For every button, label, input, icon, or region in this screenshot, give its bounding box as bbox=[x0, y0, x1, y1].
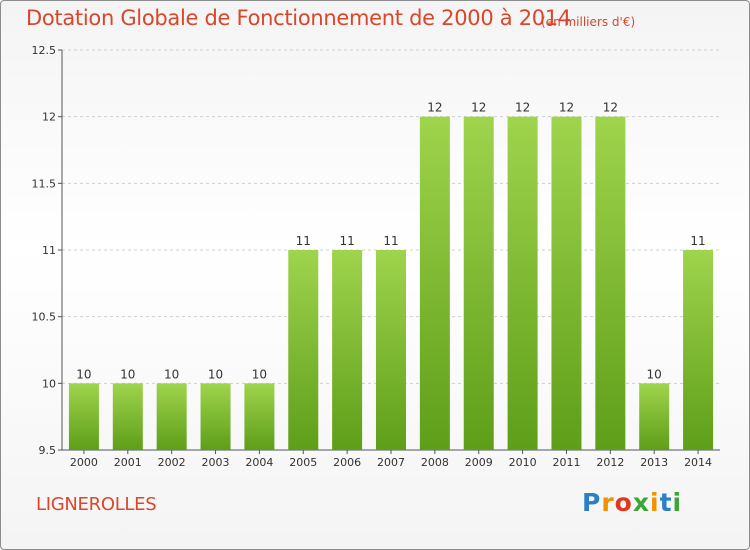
bar-2006 bbox=[332, 250, 363, 450]
logo-letter: o bbox=[614, 488, 633, 517]
y-tick-label: 11 bbox=[42, 244, 56, 257]
logo-letter: i bbox=[650, 488, 660, 517]
x-tick-label: 2007 bbox=[377, 456, 405, 469]
y-tick-label: 12 bbox=[42, 111, 56, 124]
bar-value-label: 12 bbox=[427, 101, 442, 115]
x-tick-label: 2004 bbox=[245, 456, 273, 469]
x-tick-label: 2008 bbox=[421, 456, 449, 469]
bar-value-label: 12 bbox=[471, 101, 486, 115]
bar-2013 bbox=[639, 383, 670, 450]
y-tick-label: 10.5 bbox=[32, 311, 57, 324]
bar-value-label: 10 bbox=[208, 367, 223, 381]
bar-value-label: 12 bbox=[559, 101, 574, 115]
x-tick-label: 2006 bbox=[333, 456, 361, 469]
x-tick-label: 2010 bbox=[509, 456, 537, 469]
bar-2009 bbox=[463, 116, 494, 451]
logo-letter: t bbox=[659, 488, 673, 517]
commune-name: LIGNEROLLES bbox=[36, 494, 157, 515]
bar-2008 bbox=[419, 116, 450, 451]
x-tick-label: 2001 bbox=[114, 456, 142, 469]
bar-value-label: 11 bbox=[339, 234, 354, 248]
labels: 10 2000 10 2001 10 2002 10 2003 10 2004 11 2005 11 20… bbox=[70, 101, 712, 469]
bar-2003 bbox=[200, 383, 231, 450]
x-tick-label: 2003 bbox=[202, 456, 230, 469]
x-tick-label: 2014 bbox=[684, 456, 712, 469]
bars bbox=[68, 116, 714, 451]
logo-letter: P bbox=[582, 488, 602, 517]
x-tick-label: 2009 bbox=[465, 456, 493, 469]
logo-letter: x bbox=[632, 488, 650, 517]
proxiti-logo: Proxiti bbox=[582, 488, 682, 517]
y-tick-label: 9.5 bbox=[39, 444, 57, 457]
bar-value-label: 11 bbox=[296, 234, 311, 248]
x-tick-label: 2012 bbox=[596, 456, 624, 469]
bar-value-label: 10 bbox=[164, 367, 179, 381]
bar-2010 bbox=[507, 116, 538, 451]
logo-letter: r bbox=[601, 488, 615, 517]
bar-value-label: 11 bbox=[690, 234, 705, 248]
y-tick-label: 12.5 bbox=[32, 44, 57, 57]
x-tick-label: 2013 bbox=[640, 456, 668, 469]
bar-2002 bbox=[156, 383, 187, 450]
bar-value-label: 12 bbox=[603, 101, 618, 115]
bar-2000 bbox=[68, 383, 99, 450]
bar-2001 bbox=[112, 383, 143, 450]
chart-unit-note: (en milliers d'€) bbox=[541, 15, 636, 29]
bar-2007 bbox=[376, 250, 406, 450]
bar-2014 bbox=[683, 250, 714, 450]
bar-value-label: 10 bbox=[647, 367, 662, 381]
bar-value-label: 11 bbox=[383, 234, 398, 248]
bar-2011 bbox=[551, 116, 582, 451]
x-tick-label: 2000 bbox=[70, 456, 98, 469]
x-tick-label: 2011 bbox=[552, 456, 580, 469]
y-tick-label: 11.5 bbox=[32, 177, 57, 190]
bar-value-label: 10 bbox=[252, 367, 267, 381]
bar-value-label: 12 bbox=[515, 101, 530, 115]
logo-letter: i bbox=[672, 488, 683, 517]
x-tick-label: 2005 bbox=[289, 456, 317, 469]
bar-value-label: 10 bbox=[120, 367, 135, 381]
bar-2004 bbox=[244, 383, 275, 450]
bar-2005 bbox=[288, 250, 319, 450]
bar-2012 bbox=[595, 116, 626, 451]
bar-value-label: 10 bbox=[76, 367, 91, 381]
x-tick-label: 2002 bbox=[158, 456, 186, 469]
chart-title: Dotation Globale de Fonctionnement de 20… bbox=[26, 6, 571, 30]
y-tick-label: 10 bbox=[42, 377, 56, 390]
